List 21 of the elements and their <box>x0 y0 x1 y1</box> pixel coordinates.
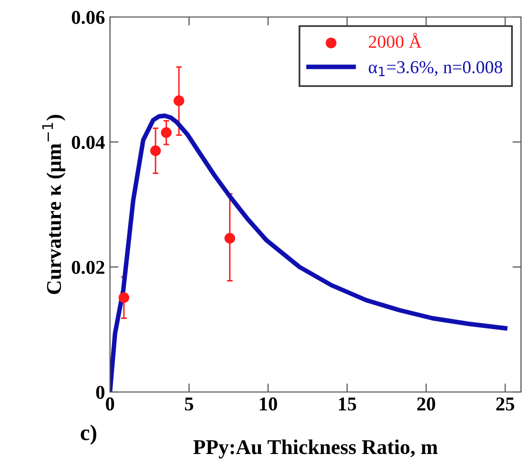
line-series <box>110 114 508 392</box>
point <box>174 95 184 106</box>
x-tick-label: 5 <box>184 398 194 411</box>
point <box>160 127 172 138</box>
y-tick-label: 0.04 <box>72 136 105 150</box>
y-tick-label: 0 <box>96 386 104 399</box>
x-tick-label: 15 <box>338 398 356 411</box>
y-axis-title: Curvature κ (μm$^{−1}$) <box>42 114 66 294</box>
x-axis-title: PPy:Au Thickness Ratio, m <box>193 439 438 458</box>
legend-label: α$_{1}$=3.6%, n=0.008 <box>368 61 502 76</box>
text: c) <box>80 424 96 445</box>
x-tick-label: 20 <box>417 397 436 411</box>
x-tick-label: 10 <box>260 397 278 411</box>
point <box>224 232 236 244</box>
x-tick-label: 25 <box>496 397 514 411</box>
point <box>118 292 130 303</box>
legend-label: 2000 Å <box>368 32 422 48</box>
x-tick-label: 0 <box>106 397 114 411</box>
y-tick-label: 0.02 <box>72 260 104 274</box>
y-tick-label: 0.06 <box>72 10 105 24</box>
point <box>150 145 161 156</box>
